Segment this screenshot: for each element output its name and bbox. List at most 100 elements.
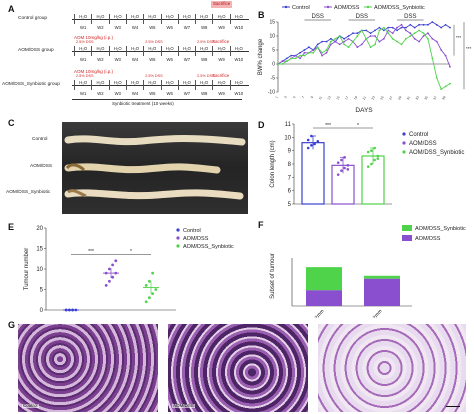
legend-label: AOM/DSS_Synbiotic	[183, 244, 234, 250]
experimental-timeline-panel: Sacrifice Control group H₂O W1 H₂O W2 H₂O W3 H₂…	[0, 0, 250, 115]
data-point	[352, 40, 354, 43]
data-point	[281, 60, 284, 63]
x-tick-label: 15	[335, 95, 340, 100]
week-water: H₂O	[79, 46, 88, 51]
panel-letter-a: A	[8, 4, 15, 14]
data-point	[409, 35, 412, 37]
week-water: H₂O	[182, 46, 191, 51]
data-point	[360, 43, 363, 46]
week-id: W10	[234, 57, 244, 62]
week-cell: H₂O W1	[74, 46, 91, 62]
y-tick-label: 20	[36, 226, 43, 232]
week-id: W7	[183, 57, 191, 62]
week-id: W6	[166, 57, 173, 62]
legend-marker	[176, 228, 180, 232]
sig-label: ***	[88, 249, 94, 255]
panel-letter-e: E	[8, 222, 15, 232]
legend-swatch	[402, 235, 412, 241]
week-water: H₂O	[148, 46, 157, 51]
data-point	[404, 29, 407, 32]
series-line	[277, 21, 451, 65]
data-point	[400, 43, 403, 46]
data-point	[343, 156, 346, 159]
data-point	[108, 279, 111, 283]
aom-injection-label: AOM 10mg/kg (i.p.)	[74, 69, 114, 74]
y-tick-label: 7	[288, 175, 292, 181]
data-point	[396, 40, 398, 43]
legend-label: AOM/DSS_Synbiotic	[415, 226, 466, 232]
dss-label: DSS	[356, 14, 368, 20]
legend-marker	[176, 244, 180, 248]
week-id: W10	[234, 25, 244, 30]
histology-image-control: Control	[18, 324, 158, 412]
data-point	[307, 46, 310, 49]
data-point	[336, 173, 340, 176]
week-id: W9	[218, 57, 225, 62]
histology-label-aomdss: AOM/DSS	[172, 402, 195, 408]
treatment-span-line	[72, 99, 242, 100]
legend-label: AOM/DSS	[415, 236, 441, 242]
group-label: AOM/DSS group	[18, 48, 54, 53]
data-point	[435, 23, 438, 26]
legend-marker	[402, 141, 406, 145]
week-water: H₂O	[79, 80, 88, 85]
data-point	[413, 32, 416, 35]
data-point	[352, 32, 354, 35]
data-point	[111, 263, 114, 267]
week-cell: H₂O W2	[91, 14, 108, 30]
colon-photo-panel: Control AOM/DSS AOM/DSS_Synbiotic	[6, 120, 250, 216]
data-point	[356, 32, 359, 35]
data-point	[418, 29, 421, 32]
data-point	[370, 149, 373, 152]
week-cell: H₂O W1	[74, 14, 91, 30]
week-cell: H₂O W7	[177, 80, 195, 96]
stacked-bar-segment	[306, 267, 342, 291]
data-point	[409, 23, 412, 26]
sacrifice-label: Sacrifice	[212, 73, 230, 78]
week-water: H₂O	[200, 46, 209, 51]
x-tick-label: 19	[353, 95, 358, 100]
y-axis-label: Subset of tumour	[270, 253, 276, 299]
group-label: AOM/DSS_Synbiotic group	[2, 82, 60, 87]
data-point	[378, 26, 381, 29]
week-cell: H₂O W7	[177, 46, 195, 62]
histology-image-synbiotic	[318, 324, 466, 412]
week-id: W8	[201, 91, 208, 96]
data-point	[387, 32, 390, 35]
data-point	[404, 37, 407, 40]
data-point	[290, 54, 293, 57]
data-point	[440, 88, 443, 91]
week-cell: H₂O W6	[160, 46, 178, 62]
scale-bar	[446, 406, 460, 407]
week-id: W4	[131, 25, 139, 30]
week-id: W7	[183, 91, 191, 96]
week-water: H₂O	[96, 80, 105, 85]
data-point	[303, 54, 306, 57]
legend-marker	[176, 236, 180, 240]
sig-label: *	[357, 123, 359, 129]
y-tick-label: 6	[288, 189, 292, 195]
x-tick-label: 35	[424, 95, 429, 100]
tumour-subset-chart: Subset of tumour <2mm >2mm AOM/DSS_Synbioti…	[270, 225, 466, 318]
week-cell: H₂O W9	[212, 14, 229, 30]
legend-marker	[366, 5, 370, 9]
stacked-bar-segment	[364, 278, 400, 306]
data-point	[356, 35, 359, 37]
week-cell: H₂O W7	[177, 14, 195, 30]
x-tick-label: 29	[397, 95, 402, 100]
data-point	[343, 40, 346, 43]
data-point	[378, 40, 381, 43]
x-tick-label: 9	[310, 95, 314, 99]
week-water: H₂O	[113, 80, 122, 85]
data-point	[316, 43, 319, 46]
week-id: W7	[183, 25, 191, 30]
week-id: W4	[131, 57, 139, 62]
dss-label: DSS	[404, 14, 416, 20]
data-point	[151, 292, 155, 295]
week-water: H₂O	[165, 14, 174, 19]
data-point	[114, 259, 118, 263]
y-tick-label: 8	[288, 162, 292, 168]
data-point	[369, 46, 372, 49]
data-point	[444, 85, 447, 88]
x-tick-label: 27	[388, 95, 393, 100]
